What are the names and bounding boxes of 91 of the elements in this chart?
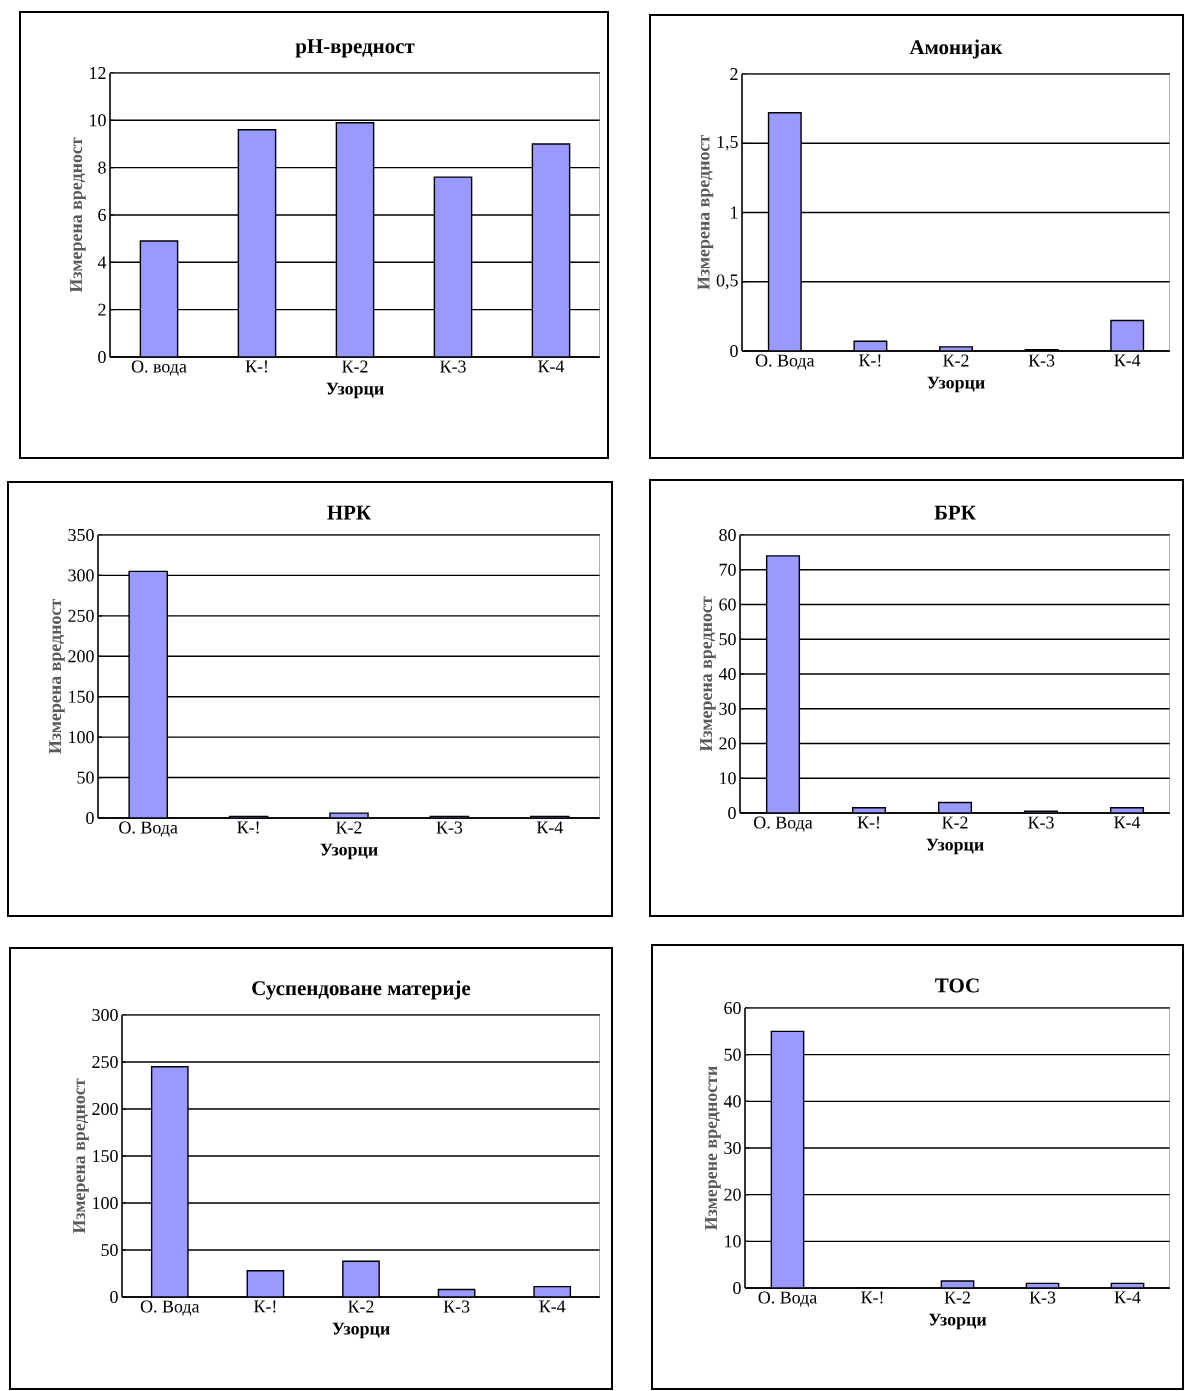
chart-title: Амонијак	[909, 39, 1003, 59]
y-tick-label: 2	[98, 303, 106, 316]
x-tick-label: К-4	[538, 360, 565, 373]
y-tick-label: 80	[719, 528, 736, 542]
x-axis-title: Узорци	[928, 1313, 987, 1330]
y-axis-title: Измерене вредности	[705, 1066, 721, 1230]
x-tick-label: К-!	[253, 1300, 276, 1313]
y-tick-label: 10	[90, 114, 106, 127]
y-tick-label: 1	[731, 206, 738, 219]
x-tick-label: К-3	[440, 360, 466, 373]
x-tick-label: К-3	[443, 1300, 470, 1313]
x-tick-label: К-2	[942, 816, 968, 829]
y-tick-label: 0	[728, 806, 736, 820]
x-tick-label: К-2	[944, 1291, 970, 1304]
y-tick-label: 10	[725, 1235, 741, 1248]
y-tick-label: 250	[92, 1055, 118, 1069]
x-axis-title: Узорци	[326, 382, 384, 399]
y-tick-label: 300	[92, 1008, 118, 1022]
x-tick-label: К-!	[858, 354, 881, 367]
x-axis-title: Узорци	[332, 1322, 390, 1339]
x-tick-label: К-4	[1114, 816, 1141, 829]
x-tick-label: К-3	[436, 821, 463, 834]
y-tick-label: 30	[719, 702, 736, 715]
x-tick-label: К-3	[1029, 1291, 1056, 1304]
y-tick-label: 0	[86, 811, 94, 825]
x-tick-label: К-2	[342, 360, 368, 373]
x-tick-label: К-!	[245, 360, 268, 373]
y-tick-label: 0	[110, 1290, 118, 1304]
x-tick-label: К-!	[237, 821, 259, 834]
x-tick-label: К-!	[861, 1291, 883, 1304]
y-tick-label: 40	[718, 667, 736, 681]
x-tick-label: К-2	[348, 1300, 374, 1313]
y-tick-label: 20	[724, 1188, 741, 1201]
y-tick-label: 50	[719, 633, 736, 646]
x-tick-label: О. Вода	[140, 1300, 200, 1316]
y-tick-label: 10	[720, 772, 736, 785]
x-tick-label: О. Вода	[758, 1291, 817, 1307]
x-tick-label: О. Вода	[755, 354, 815, 370]
y-axis-title: Измерена вредност	[700, 596, 716, 752]
y-tick-label: 150	[69, 690, 94, 703]
x-tick-label: О. вода	[131, 360, 187, 376]
y-tick-label: 50	[77, 771, 94, 784]
x-tick-label: К-!	[857, 816, 880, 829]
x-tick-label: К-2	[336, 821, 362, 834]
y-tick-label: 0	[98, 350, 106, 364]
y-axis-title: Измерена вредност	[73, 1078, 89, 1234]
y-axis-title: Измерена вредност	[70, 137, 86, 293]
x-tick-label: О. Вода	[754, 816, 813, 832]
y-tick-label: 100	[93, 1196, 118, 1210]
x-tick-label: К-4	[536, 821, 563, 834]
y-tick-label: 12	[90, 67, 106, 79]
y-tick-label: 6	[98, 208, 106, 222]
x-tick-label: К-4	[1114, 354, 1141, 367]
y-tick-label: 0,5	[716, 274, 738, 290]
chart-title: Суспендоване материје	[252, 980, 471, 1000]
y-tick-label: 60	[719, 598, 736, 611]
y-tick-label: 40	[723, 1095, 741, 1108]
y-tick-label: 200	[68, 650, 94, 663]
y-tick-label: 50	[724, 1048, 741, 1061]
chart-title: НРК	[327, 505, 371, 520]
chart-title: БРК	[934, 505, 976, 520]
y-axis-title: Измерена вредност	[697, 135, 714, 290]
x-tick-label: К-2	[943, 354, 969, 367]
x-tick-label: О. Вода	[119, 821, 178, 837]
y-tick-label: 2	[730, 68, 738, 80]
x-tick-label: К-4	[539, 1300, 566, 1313]
y-tick-label: 150	[93, 1149, 118, 1163]
y-tick-label: 0	[730, 344, 738, 358]
y-tick-label: 0	[733, 1281, 741, 1295]
y-tick-label: 20	[719, 737, 736, 750]
y-tick-label: 200	[92, 1102, 118, 1116]
y-tick-label: 250	[68, 609, 94, 622]
y-tick-label: 70	[719, 563, 736, 576]
x-axis-title: Узорци	[926, 838, 984, 855]
chart-title: pH-вредност	[295, 39, 415, 58]
x-tick-label: К-4	[1114, 1291, 1141, 1304]
x-tick-label: К-3	[1028, 354, 1055, 367]
x-axis-title: Узорци	[927, 376, 985, 393]
y-tick-label: 4	[97, 256, 107, 269]
y-axis-title: Измерена вредност	[49, 599, 65, 754]
y-tick-label: 300	[68, 569, 94, 582]
y-tick-label: 350	[68, 528, 94, 542]
y-tick-label: 60	[724, 1001, 741, 1015]
y-tick-label: 30	[724, 1141, 741, 1155]
x-axis-title: Узорци	[320, 843, 378, 860]
x-tick-label: К-3	[1028, 816, 1054, 829]
y-tick-label: 1,5	[717, 135, 738, 151]
chart-title: ТОС	[935, 978, 979, 993]
y-tick-label: 8	[98, 161, 106, 174]
y-tick-label: 100	[69, 731, 94, 744]
y-tick-label: 50	[101, 1243, 118, 1257]
